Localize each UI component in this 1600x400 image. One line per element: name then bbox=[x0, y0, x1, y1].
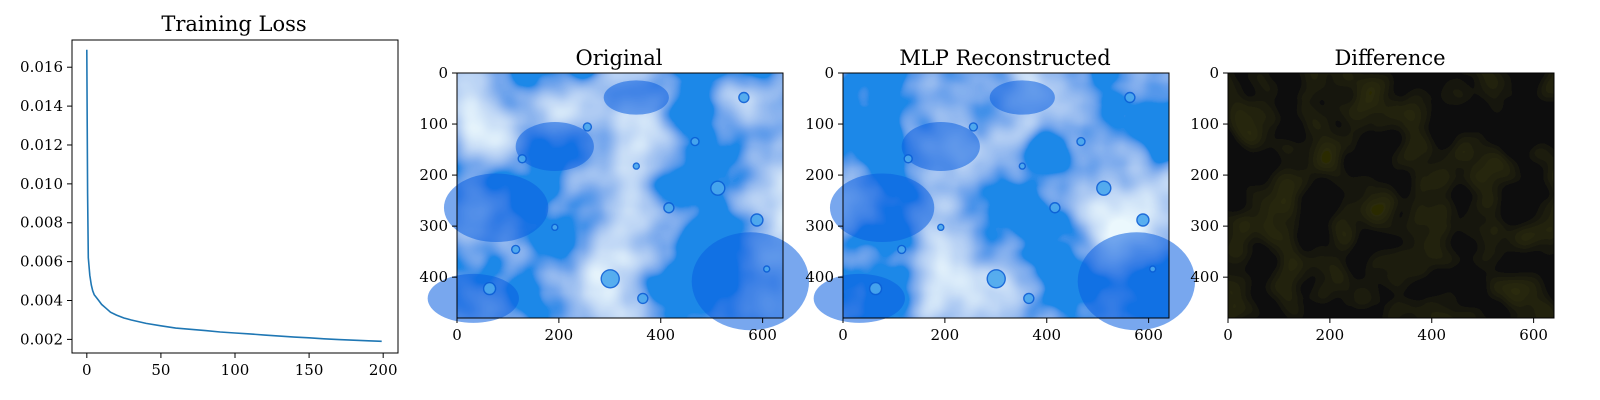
image-texture bbox=[1228, 73, 1554, 318]
image-dark-region bbox=[901, 122, 980, 171]
loss-xtick-label: 50 bbox=[151, 361, 170, 379]
image-ytick-label: 100 bbox=[419, 115, 448, 133]
image-xtick-label: 600 bbox=[1134, 326, 1163, 344]
reconstructed-title: MLP Reconstructed bbox=[899, 46, 1110, 70]
image-bubble bbox=[896, 244, 907, 255]
image-xtick-label: 0 bbox=[1223, 326, 1233, 344]
loss-xtick-label: 100 bbox=[221, 361, 250, 379]
image-bubble bbox=[903, 154, 913, 164]
image-bubble bbox=[710, 180, 726, 196]
image-bubble bbox=[1049, 202, 1061, 214]
image-bubble bbox=[600, 269, 620, 289]
loss-ytick-label: 0.008 bbox=[20, 214, 63, 232]
image-ytick-label: 300 bbox=[1190, 217, 1219, 235]
loss-ytick-label: 0.006 bbox=[20, 253, 63, 271]
image-dark-region bbox=[515, 122, 594, 171]
image-bubble bbox=[738, 91, 750, 104]
image-bubble bbox=[937, 223, 945, 232]
image-bubble bbox=[1018, 162, 1026, 170]
image-bubble bbox=[582, 122, 593, 132]
image-bubble bbox=[551, 223, 559, 232]
image-xtick-label: 0 bbox=[838, 326, 848, 344]
image-bubble bbox=[986, 269, 1006, 289]
image-xtick-label: 400 bbox=[1417, 326, 1446, 344]
image-ytick-label: 200 bbox=[805, 166, 834, 184]
reconstructed-image: 0 200 400 600 0 100 200 300 400 bbox=[805, 64, 1196, 344]
image-ytick-label: 200 bbox=[419, 166, 448, 184]
difference-image: 0 200 400 600 0 100 200 300 400 bbox=[1190, 64, 1555, 344]
image-bubble bbox=[632, 162, 640, 170]
image-bubble bbox=[750, 213, 764, 227]
image-bubble bbox=[517, 154, 527, 164]
image-dark-region bbox=[813, 273, 905, 323]
image-ytick-label: 0 bbox=[1209, 64, 1219, 82]
loss-series-line bbox=[86, 49, 382, 343]
image-bubble bbox=[868, 281, 883, 296]
loss-ytick-label: 0.002 bbox=[20, 330, 63, 348]
image-axes-frame bbox=[456, 72, 784, 319]
loss-xtick-label: 150 bbox=[295, 361, 324, 379]
image-xtick-label: 200 bbox=[931, 326, 960, 344]
image-bubble bbox=[1148, 265, 1157, 273]
loss-xtick-label: 0 bbox=[82, 361, 92, 379]
image-xtick-label: 600 bbox=[748, 326, 777, 344]
image-dark-region bbox=[603, 80, 669, 115]
image-bubble bbox=[482, 281, 497, 296]
loss-ytick-label: 0.014 bbox=[20, 97, 63, 115]
image-xtick-label: 0 bbox=[452, 326, 462, 344]
image-dark-region bbox=[829, 173, 935, 243]
loss-ytick-label: 0.016 bbox=[20, 58, 63, 76]
original-title: Original bbox=[576, 46, 663, 70]
image-ytick-label: 400 bbox=[419, 268, 448, 286]
image-dark-region bbox=[1077, 232, 1196, 331]
image-dark-region bbox=[989, 80, 1055, 115]
image-ytick-label: 0 bbox=[824, 64, 834, 82]
image-ytick-label: 300 bbox=[805, 217, 834, 235]
image-bubble bbox=[763, 265, 771, 273]
image-bubble bbox=[510, 244, 521, 255]
image-xtick-label: 600 bbox=[1519, 326, 1548, 344]
image-xtick-label: 200 bbox=[1316, 326, 1345, 344]
image-bubble bbox=[1076, 136, 1086, 147]
image-ytick-label: 0 bbox=[438, 64, 448, 82]
difference-title: Difference bbox=[1334, 46, 1445, 70]
reconstructed-panel: MLP Reconstructed 0 200 400 600 0 100 200 300 40… bbox=[805, 46, 1196, 344]
loss-ytick-label: 0.012 bbox=[20, 136, 63, 154]
loss-xtick-label: 200 bbox=[369, 361, 398, 379]
image-bubble bbox=[637, 292, 649, 305]
image-bubble bbox=[968, 122, 979, 132]
image-bubble bbox=[1136, 213, 1150, 227]
image-dark-region bbox=[427, 273, 519, 323]
image-xtick-label: 400 bbox=[1032, 326, 1061, 344]
image-bubble bbox=[1124, 91, 1136, 104]
image-axes-frame bbox=[842, 72, 1170, 319]
original-panel: Original 0 200 400 600 0 100 200 300 400 bbox=[419, 46, 810, 344]
image-axes-frame bbox=[1227, 72, 1555, 319]
loss-ytick-label: 0.004 bbox=[20, 292, 63, 310]
image-ytick-label: 300 bbox=[419, 217, 448, 235]
image-xtick-label: 400 bbox=[646, 326, 675, 344]
image-xtick-label: 200 bbox=[545, 326, 574, 344]
image-bubble bbox=[663, 202, 675, 214]
image-dark-region bbox=[443, 173, 549, 243]
image-dark-region bbox=[691, 232, 810, 331]
image-ytick-label: 200 bbox=[1190, 166, 1219, 184]
loss-plot-area: 0 50 100 150 200 0.002 0.004 0.006 0.008 0.010 0.0… bbox=[20, 39, 399, 379]
image-bubble bbox=[690, 136, 700, 147]
image-ytick-label: 400 bbox=[805, 268, 834, 286]
image-bubble bbox=[1096, 180, 1112, 196]
difference-panel: Difference 0 200 400 600 0 100 200 300 400 bbox=[1190, 46, 1555, 344]
image-bubble bbox=[1023, 292, 1035, 305]
image-ytick-label: 100 bbox=[805, 115, 834, 133]
loss-ytick-label: 0.010 bbox=[20, 175, 63, 193]
loss-title: Training Loss bbox=[161, 12, 306, 36]
loss-panel: Training Loss 0 50 100 150 200 0.002 0.004 0.00… bbox=[20, 12, 399, 379]
original-image: 0 200 400 600 0 100 200 300 400 bbox=[419, 64, 810, 344]
loss-axes-frame bbox=[71, 39, 399, 354]
image-ytick-label: 100 bbox=[1190, 115, 1219, 133]
image-ytick-label: 400 bbox=[1190, 268, 1219, 286]
